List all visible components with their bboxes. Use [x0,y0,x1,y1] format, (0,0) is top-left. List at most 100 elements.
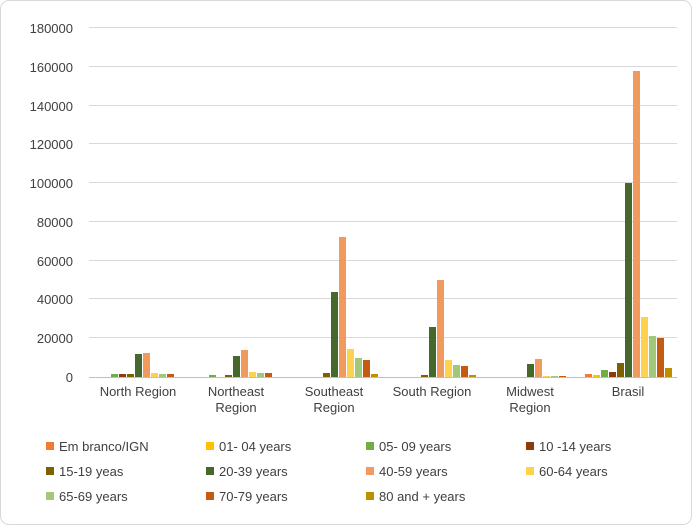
legend-item-10-14-years: 10 -14 years [526,438,686,454]
legend-swatch-icon [366,492,374,500]
legend-item-01-04-years: 01- 04 years [206,438,366,454]
legend-item-80-and-years: 80 and + years [366,488,526,504]
bar-group-south-region [383,29,481,377]
bar-80-and-years [468,375,476,377]
legend-label: 10 -14 years [539,438,612,454]
bar-60-64-years [542,375,550,377]
legend-item-65-69-years: 65-69 years [46,488,206,504]
bar-groups [89,29,677,377]
bar-65-69-years [550,376,558,377]
bar-em-branco-ign [584,373,592,377]
bar-60-64-years [248,372,256,377]
bar-70-79-years [558,376,566,377]
bar-40-59-years [142,352,150,377]
bar-40-59-years [534,359,542,377]
bar-10-14-years [608,372,616,377]
gridline [89,143,677,145]
bar-20-39-years [232,355,240,377]
gridline [89,27,677,28]
bar-65-69-years [452,365,460,377]
y-axis: 180000 160000 140000 120000 100000 80000 60000… [1,21,81,385]
x-axis-category-label: Northeast Region [207,384,265,416]
bar-01-04-years [592,374,600,377]
bar-05-09-years [110,374,118,377]
legend-item-60-64-years: 60-64 years [526,463,686,479]
legend-item-40-59-years: 40-59 years [366,463,526,479]
legend-item-em-branco-ign: Em branco/IGN [46,438,206,454]
x-axis-category-label: South Region [392,384,472,399]
y-axis-tick-label: 80000 [36,214,73,230]
legend-label: 40-59 years [379,463,448,479]
x-axis-category-label: Southeast Region [304,384,364,416]
bar-80-and-years [370,373,378,377]
y-axis-tick-label: 180000 [29,21,73,36]
bar-60-64-years [640,316,648,377]
bar-60-64-years [346,348,354,377]
legend-swatch-icon [206,442,214,450]
plot-area [89,27,677,378]
bar-20-39-years [134,353,142,377]
legend-swatch-icon [526,442,534,450]
legend-label: Em branco/IGN [59,438,149,454]
bar-70-79-years [460,365,468,377]
bar-60-64-years [150,373,158,377]
bar-40-59-years [240,349,248,377]
bar-group-midwest-region [481,29,579,377]
bar-group-north-region [89,29,187,377]
bar-15-19-yeas [322,373,330,377]
legend-swatch-icon [206,467,214,475]
bar-10-14-years [118,374,126,377]
legend-label: 70-79 years [219,488,288,504]
y-axis-tick-label: 100000 [29,176,73,192]
bar-70-79-years [264,373,272,377]
bar-60-64-years [444,359,452,377]
legend-label: 20-39 years [219,463,288,479]
bar-70-79-years [166,373,174,377]
bar-20-39-years [330,291,338,377]
legend: Em branco/IGN 01- 04 years 05- 09 years 10 … [46,438,686,504]
legend-swatch-icon [46,467,54,475]
legend-item-20-39-years: 20-39 years [206,463,366,479]
legend-label: 01- 04 years [219,438,292,454]
bar-20-39-years [428,326,436,377]
x-axis: North Region Northeast Region Southeast Re… [89,384,677,417]
gridline [89,298,677,300]
y-axis-tick-label: 140000 [29,98,73,114]
bar-40-59-years [338,237,346,377]
bar-40-59-years [436,280,444,377]
bar-65-69-years [354,357,362,377]
bar-20-39-years [526,364,534,377]
bar-group-brasil [579,29,677,377]
legend-item-70-79-years: 70-79 years [206,488,366,504]
legend-swatch-icon [206,492,214,500]
bar-05-09-years [600,370,608,377]
legend-label: 80 and + years [379,488,466,504]
legend-swatch-icon [366,467,374,475]
bar-15-19-yeas [616,363,624,377]
legend-swatch-icon [526,467,534,475]
gridline [89,259,677,261]
bar-group-southeast-region [285,29,383,377]
legend-item-05-09-years: 05- 09 years [366,438,526,454]
legend-label: 60-64 years [539,463,608,479]
gridline [89,104,677,106]
x-axis-category-label: Midwest Region [506,384,554,416]
bar-70-79-years [656,338,664,377]
y-axis-tick-label: 40000 [36,292,73,308]
bar-15-19-yeas [420,374,428,377]
gridline [89,220,677,222]
legend-swatch-icon [366,442,374,450]
gridline [89,65,677,67]
bar-80-and-years [664,368,672,377]
y-axis-tick-label: 0 [65,370,73,385]
bar-05-09-years [208,375,216,377]
x-axis-category-label: Brasil [611,384,645,399]
y-axis-tick-label: 20000 [36,331,73,347]
bar-65-69-years [256,373,264,377]
legend-swatch-icon [46,442,54,450]
bar-15-19-yeas [126,373,134,377]
legend-label: 05- 09 years [379,438,452,454]
bar-40-59-years [632,70,640,377]
bar-20-39-years [624,183,632,377]
